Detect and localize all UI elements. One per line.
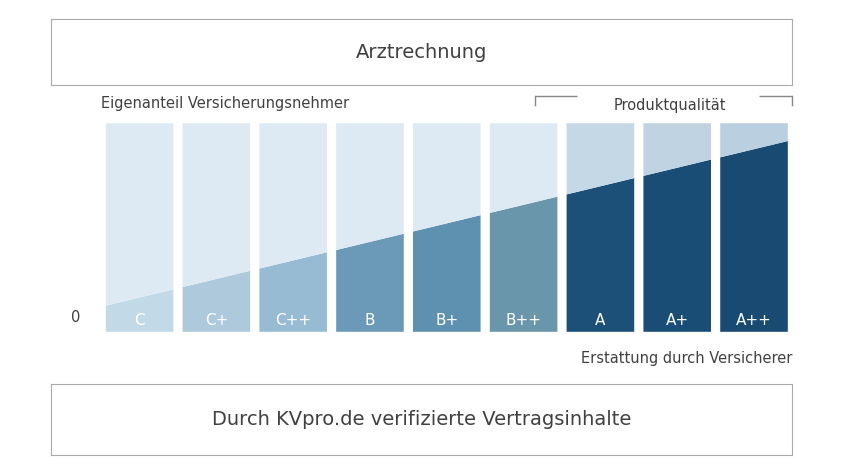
Polygon shape xyxy=(260,252,327,332)
Text: C++: C++ xyxy=(275,313,311,328)
Text: 0: 0 xyxy=(71,310,80,325)
Text: B: B xyxy=(365,313,375,328)
Polygon shape xyxy=(720,141,788,332)
Polygon shape xyxy=(260,123,327,269)
Text: Durch KVpro.de verifizierte Vertragsinhalte: Durch KVpro.de verifizierte Vertragsinha… xyxy=(212,410,631,429)
Polygon shape xyxy=(566,178,634,332)
Polygon shape xyxy=(183,123,250,287)
Polygon shape xyxy=(720,123,788,157)
Text: A+: A+ xyxy=(666,313,689,328)
Polygon shape xyxy=(490,123,557,213)
Text: Eigenanteil Versicherungsnehmer: Eigenanteil Versicherungsnehmer xyxy=(101,96,349,111)
Text: Produktqualität: Produktqualität xyxy=(614,98,727,113)
Text: A: A xyxy=(595,313,605,328)
Polygon shape xyxy=(336,123,404,250)
Text: C: C xyxy=(134,313,145,328)
Text: A++: A++ xyxy=(736,313,772,328)
Polygon shape xyxy=(105,123,174,306)
Text: B+: B+ xyxy=(435,313,459,328)
Polygon shape xyxy=(183,271,250,332)
Polygon shape xyxy=(413,123,481,231)
Text: B++: B++ xyxy=(506,313,541,328)
Polygon shape xyxy=(566,123,634,194)
Polygon shape xyxy=(490,197,557,332)
Polygon shape xyxy=(643,123,711,176)
Polygon shape xyxy=(643,160,711,332)
Text: Erstattung durch Versicherer: Erstattung durch Versicherer xyxy=(581,351,792,366)
Polygon shape xyxy=(413,215,481,332)
Polygon shape xyxy=(336,234,404,332)
Text: Arztrechnung: Arztrechnung xyxy=(356,43,487,62)
Polygon shape xyxy=(105,289,174,332)
Text: C+: C+ xyxy=(205,313,228,328)
